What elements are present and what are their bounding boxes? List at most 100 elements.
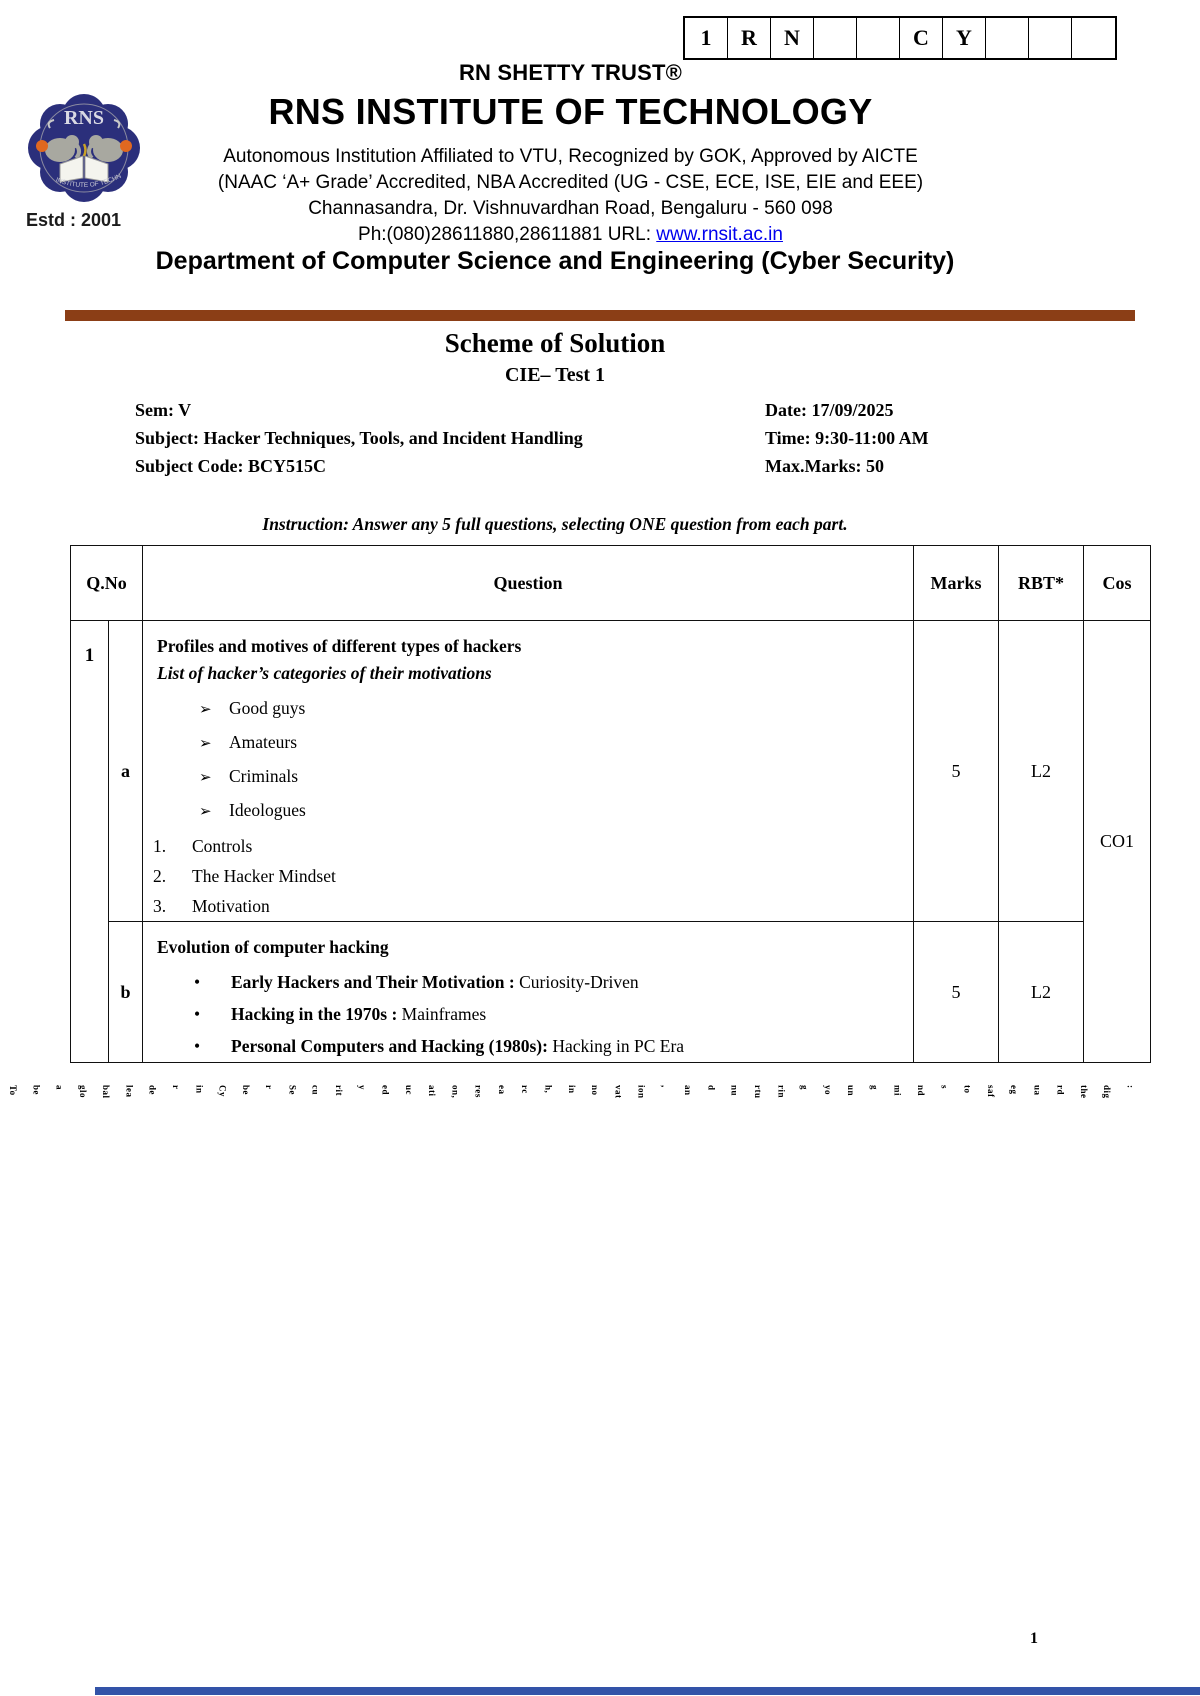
rotated-text-fragment: cu — [310, 1085, 321, 1095]
question-number: 1 — [70, 620, 109, 1063]
rotated-text-fragment: no — [590, 1085, 601, 1096]
instruction-line: Instruction: Answer any 5 full questions… — [262, 514, 848, 534]
list-item: Motivation — [192, 896, 270, 916]
rotated-text-fragment: lea — [124, 1085, 135, 1098]
list-item: Early Hackers and Their Motivation : Cur… — [157, 966, 907, 998]
subquestion-label-b: b — [108, 921, 143, 1063]
question-a-title: Profiles and motives of different types … — [157, 636, 522, 656]
list-item: Ideologues — [157, 794, 907, 828]
usn-cell: Y — [943, 18, 986, 58]
institute-logo: RNS INSTITUTE OF TECHNOLOGY — [17, 89, 148, 211]
evolution-bullets-list: Early Hackers and Their Motivation : Cur… — [157, 966, 907, 1062]
logo-flower-right — [120, 140, 132, 152]
usn-cell: C — [900, 18, 943, 58]
rotated-text-fragment: ea — [496, 1085, 507, 1095]
question-content-a: Profiles and motives of different types … — [142, 620, 914, 922]
usn-cell: 1 — [685, 18, 728, 58]
list-item: Good guys — [157, 692, 907, 726]
header-rbt: RBT* — [998, 545, 1084, 621]
rotated-text-fragment: : — [1125, 1085, 1136, 1089]
test-title: CIE– Test 1 — [504, 364, 606, 386]
list-item: Personal Computers and Hacking (1980s): … — [157, 1030, 907, 1062]
marks-b: 5 — [913, 921, 999, 1063]
rotated-text-fragment: un — [846, 1085, 857, 1097]
rotated-text-fragment: an — [683, 1085, 694, 1096]
rotated-text-fragment: s — [939, 1085, 950, 1090]
rotated-text-fragment: g — [869, 1085, 880, 1090]
header-marks: Marks — [913, 545, 999, 621]
page-number: 1 — [1030, 1630, 1038, 1647]
rotated-text-fragment: ed — [380, 1085, 391, 1095]
rns-logo-emblem: RNS INSTITUTE OF TECHNOLOGY — [17, 89, 140, 202]
rotated-text-fragment: ion — [636, 1085, 647, 1099]
question-content-b: Evolution of computer hacking Early Hack… — [142, 921, 914, 1063]
rotated-text-fragment: glo — [77, 1085, 88, 1099]
list-item: Controls — [192, 836, 253, 856]
info-row: Date: 17/09/2025 — [765, 400, 894, 420]
rotated-text-fragment: be — [240, 1085, 251, 1095]
usn-cell — [1029, 18, 1072, 58]
exam-info-left: Sem: V Subject: Hacker Techniques, Tools,… — [135, 396, 583, 480]
rotated-text-fragment: rd — [1055, 1085, 1066, 1095]
usn-cell — [1072, 18, 1115, 58]
header-cos: Cos — [1083, 545, 1151, 621]
rotated-text-fragment: dig — [1102, 1085, 1113, 1099]
rotated-text-fragment: rin — [776, 1085, 787, 1099]
table-row-1b: b Evolution of computer hacking Early Ha… — [71, 921, 1151, 1063]
info-row: Sem: V — [135, 400, 192, 420]
rotated-text-fragment: rtu — [753, 1085, 763, 1099]
rotated-text-fragment: , — [659, 1085, 670, 1088]
institute-name: RNS INSTITUTE OF TECHNOLOGY — [268, 91, 873, 132]
list-item: Hacking in the 1970s : Mainframes — [157, 998, 907, 1030]
rotated-text-fragment: in — [566, 1085, 577, 1094]
rotated-text-fragment: mi — [892, 1085, 903, 1096]
rbt-b: L2 — [998, 921, 1084, 1063]
scheme-title: Scheme of Solution — [444, 328, 666, 358]
info-row: Subject: Hacker Techniques, Tools, and I… — [135, 428, 583, 448]
rotated-text-fragment: be — [31, 1085, 42, 1095]
rotated-text-fragment: rc — [520, 1085, 531, 1094]
hacker-categories-list: Good guysAmateursCriminalsIdeologues — [157, 692, 907, 828]
question-table: Q.No Question Marks RBT* Cos 1 a Profile… — [70, 545, 1151, 1063]
rotated-text-fragment: ati — [427, 1085, 438, 1097]
cos-value: CO1 — [1083, 620, 1151, 1063]
list-item: Amateurs — [157, 726, 907, 760]
info-row: Time: 9:30-11:00 AM — [765, 428, 929, 448]
rotated-text-fragment: de — [147, 1085, 158, 1095]
rotated-text-fragment: y — [357, 1085, 368, 1090]
rotated-text-fragment: Se — [287, 1085, 298, 1095]
accent-divider-bar — [65, 310, 1135, 321]
rotated-text-fragment: rit — [333, 1085, 344, 1096]
usn-cell — [857, 18, 900, 58]
subquestion-label-a: a — [108, 620, 143, 922]
logo-open-book — [59, 143, 109, 183]
rotated-text-fragment: saf — [985, 1085, 996, 1098]
header-qno: Q.No — [70, 545, 143, 621]
rotated-text-fragment: bal — [101, 1085, 112, 1099]
rotated-text-fragment: yo — [822, 1085, 833, 1095]
exam-info-right: Date: 17/09/2025 Time: 9:30-11:00 AM Max.M… — [765, 396, 929, 480]
website-link[interactable]: www.rnsit.ac.in — [656, 224, 783, 245]
question-b-title: Evolution of computer hacking — [157, 937, 389, 957]
usn-cell: R — [728, 18, 771, 58]
trust-name: RN SHETTY TRUST® — [458, 60, 683, 85]
contact-line: Ph:(080)28611880,28611881 URL: www.rnsit… — [148, 222, 993, 247]
info-row: Max.Marks: 50 — [765, 456, 884, 476]
numbered-points-list: Controls The Hacker Mindset Motivation — [153, 831, 907, 921]
usn-cell — [986, 18, 1029, 58]
question-a-subtitle: List of hacker’s categories of their mot… — [157, 663, 492, 683]
rotated-text-fragment: eg — [1009, 1085, 1020, 1095]
rbt-a: L2 — [998, 620, 1084, 922]
logo-elephants — [45, 135, 123, 162]
rotated-text-fragment: to — [962, 1085, 973, 1094]
list-item: Criminals — [157, 760, 907, 794]
footer-rule-bar — [95, 1687, 1200, 1695]
rotated-text-fragment: nd — [915, 1085, 926, 1097]
logo-monogram: RNS — [64, 107, 104, 129]
rotated-text-fragment: ua — [1032, 1085, 1043, 1096]
affiliation-line: Autonomous Institution Affiliated to VTU… — [223, 146, 918, 167]
department-heading: Department of Computer Science and Engin… — [155, 247, 955, 275]
rotated-text-fragment: r — [264, 1085, 275, 1090]
